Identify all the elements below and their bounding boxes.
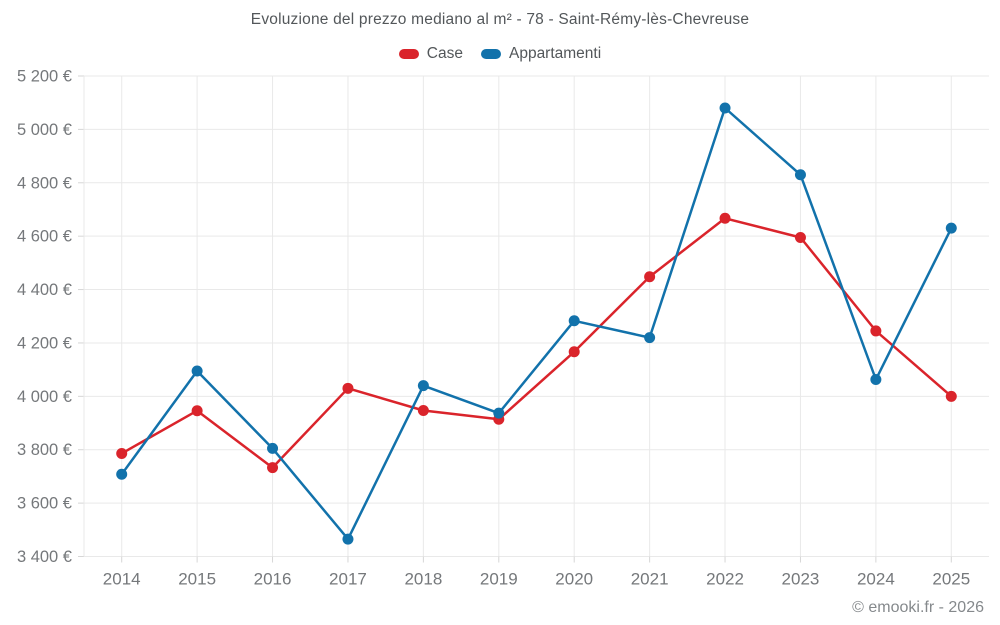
x-axis-label: 2017 [329,570,367,589]
legend-swatch-appartamenti [480,49,501,59]
x-axis-label: 2014 [103,570,141,589]
y-axis-label: 5 000 € [17,121,72,139]
data-point-case-2014[interactable] [116,447,128,459]
x-axis-label: 2022 [706,570,744,589]
data-point-case-2017[interactable] [342,382,354,394]
data-point-case-2024[interactable] [870,325,882,337]
chart-title: Evoluzione del prezzo mediano al m² - 78… [250,11,750,28]
data-point-case-2022[interactable] [719,212,731,224]
series-line-appartamenti [120,106,953,541]
x-axis-label: 2015 [178,570,216,589]
data-point-case-2021[interactable] [644,271,656,283]
y-axis-label: 4 800 € [17,174,72,192]
data-point-appartamenti-2018[interactable] [417,380,429,392]
x-axis-label: 2019 [480,570,518,589]
data-point-appartamenti-2014[interactable] [116,468,128,480]
data-point-appartamenti-2021[interactable] [644,332,656,344]
x-axis-label: 2016 [254,570,292,589]
legend-label: Appartamenti [508,45,602,62]
legend-item-appartamenti[interactable]: Appartamenti [480,45,602,63]
data-point-case-2020[interactable] [568,346,580,358]
y-axis-label: 4 200 € [17,334,72,352]
gridlines [78,75,989,563]
legend-item-case[interactable]: Case [398,45,463,63]
data-point-appartamenti-2015[interactable] [191,365,203,377]
legend-swatch-case [398,49,419,59]
data-point-appartamenti-2025[interactable] [945,222,957,234]
chart-legend: Case Appartamenti [0,45,1000,63]
data-point-appartamenti-2022[interactable] [719,102,731,114]
data-point-case-2025[interactable] [945,390,957,402]
y-axis-label: 3 800 € [17,441,72,459]
data-point-case-2018[interactable] [417,404,429,416]
data-point-appartamenti-2020[interactable] [568,315,580,327]
y-axis-label: 3 400 € [17,548,72,566]
data-point-appartamenti-2024[interactable] [870,374,882,386]
x-axis-label: 2025 [932,570,970,589]
data-point-appartamenti-2016[interactable] [267,442,279,454]
y-axis-label: 4 000 € [17,388,72,406]
data-point-appartamenti-2017[interactable] [342,533,354,545]
legend-label: Case [426,45,463,62]
x-axis-label: 2018 [404,570,442,589]
x-axis-label: 2021 [631,570,669,589]
x-axis-label: 2024 [857,570,895,589]
data-point-appartamenti-2023[interactable] [794,169,806,181]
data-point-case-2023[interactable] [794,232,806,244]
data-point-case-2016[interactable] [267,462,279,474]
x-axis-label: 2020 [555,570,593,589]
y-axis-label: 3 600 € [17,495,72,513]
x-axis-label: 2023 [782,570,820,589]
y-axis-label: 5 200 € [17,68,72,86]
data-point-case-2015[interactable] [191,405,203,417]
watermark-credit: © emooki.fr - 2026 [852,599,984,616]
series-line-case [120,217,953,469]
data-point-appartamenti-2019[interactable] [493,407,505,419]
y-axis-label: 4 600 € [17,228,72,246]
y-axis-label: 4 400 € [17,281,72,299]
